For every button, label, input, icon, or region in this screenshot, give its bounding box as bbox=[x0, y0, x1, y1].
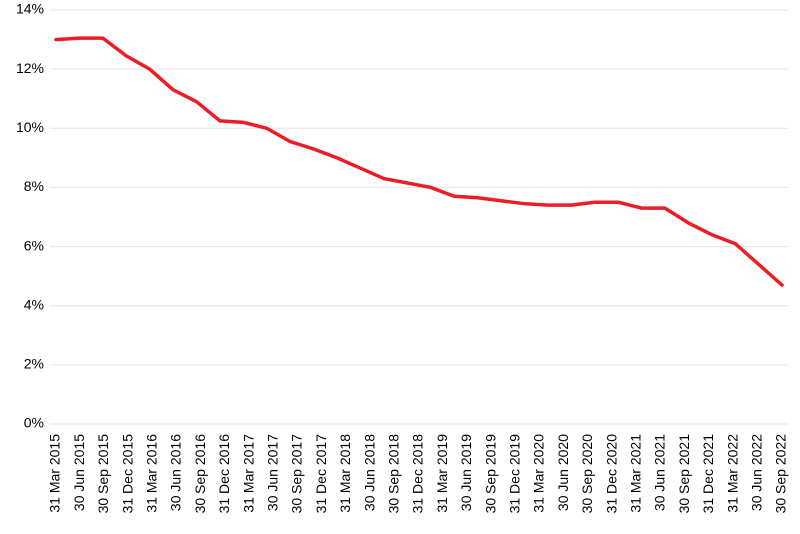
x-tick: 31 Mar 2018 bbox=[337, 434, 353, 513]
y-tick-label: 8% bbox=[24, 178, 44, 194]
x-tick: 30 Sep 2019 bbox=[482, 434, 498, 514]
x-tick-label: 31 Mar 2019 bbox=[434, 434, 450, 513]
x-tick: 30 Sep 2020 bbox=[579, 434, 595, 514]
x-tick-label: 31 Mar 2020 bbox=[531, 434, 547, 513]
x-tick-label: 30 Jun 2019 bbox=[458, 434, 474, 511]
x-tick-label: 30 Sep 2017 bbox=[289, 434, 305, 514]
x-tick-label: 31 Dec 2019 bbox=[507, 434, 523, 514]
y-tick-label: 10% bbox=[16, 119, 44, 135]
x-tick: 31 Mar 2015 bbox=[47, 434, 63, 513]
x-tick: 31 Mar 2022 bbox=[724, 434, 740, 513]
y-tick-label: 12% bbox=[16, 60, 44, 76]
x-tick-label: 31 Mar 2017 bbox=[240, 434, 256, 513]
x-tick-label: 30 Jun 2022 bbox=[749, 434, 765, 511]
x-tick-label: 31 Dec 2020 bbox=[603, 434, 619, 514]
x-tick-label: 31 Dec 2015 bbox=[119, 434, 135, 514]
y-tick: 4% bbox=[24, 296, 44, 312]
x-tick: 30 Jun 2020 bbox=[555, 434, 571, 511]
line-chart: 0% 2% 4% 6% 8% 10% 12% 14% 31 Mar 2015 30 Jun 201… bbox=[0, 0, 800, 534]
x-tick: 30 Jun 2018 bbox=[361, 434, 377, 511]
x-tick-label: 30 Sep 2022 bbox=[773, 434, 789, 514]
y-tick-label: 6% bbox=[24, 237, 44, 253]
x-tick: 30 Sep 2022 bbox=[773, 434, 789, 514]
x-tick-label: 30 Jun 2021 bbox=[652, 434, 668, 511]
x-tick-label: 30 Sep 2020 bbox=[579, 434, 595, 514]
x-tick-label: 30 Jun 2016 bbox=[168, 434, 184, 511]
x-tick: 30 Jun 2015 bbox=[71, 434, 87, 511]
x-tick: 31 Dec 2020 bbox=[603, 434, 619, 514]
y-tick: 8% bbox=[24, 178, 44, 194]
x-tick-label: 31 Mar 2021 bbox=[628, 434, 644, 513]
y-tick: 6% bbox=[24, 237, 44, 253]
y-tick-label: 0% bbox=[24, 415, 44, 431]
x-tick-label: 30 Jun 2015 bbox=[71, 434, 87, 511]
x-tick: 31 Mar 2020 bbox=[531, 434, 547, 513]
x-tick: 30 Sep 2017 bbox=[289, 434, 305, 514]
x-tick-label: 30 Jun 2020 bbox=[555, 434, 571, 511]
x-tick-label: 30 Sep 2016 bbox=[192, 434, 208, 514]
x-tick-label: 30 Sep 2019 bbox=[482, 434, 498, 514]
y-tick-label: 2% bbox=[24, 356, 44, 372]
x-tick-label: 31 Mar 2022 bbox=[724, 434, 740, 513]
x-tick: 31 Dec 2019 bbox=[507, 434, 523, 514]
y-tick: 10% bbox=[16, 119, 44, 135]
x-tick: 31 Mar 2016 bbox=[144, 434, 160, 513]
x-tick: 31 Mar 2017 bbox=[240, 434, 256, 513]
x-tick-label: 31 Dec 2021 bbox=[700, 434, 716, 514]
x-tick-label: 30 Jun 2018 bbox=[361, 434, 377, 511]
x-tick-label: 31 Mar 2015 bbox=[47, 434, 63, 513]
x-tick: 31 Mar 2021 bbox=[628, 434, 644, 513]
x-tick-label: 31 Dec 2018 bbox=[410, 434, 426, 514]
x-tick-label: 30 Sep 2018 bbox=[386, 434, 402, 514]
x-tick-label: 31 Dec 2017 bbox=[313, 434, 329, 514]
y-tick-label: 4% bbox=[24, 296, 44, 312]
x-tick-label: 30 Sep 2021 bbox=[676, 434, 692, 514]
x-tick-label: 30 Sep 2015 bbox=[95, 434, 111, 514]
x-tick: 30 Sep 2018 bbox=[386, 434, 402, 514]
x-tick: 31 Dec 2018 bbox=[410, 434, 426, 514]
series-line bbox=[56, 38, 782, 285]
x-tick: 30 Jun 2017 bbox=[265, 434, 281, 511]
x-tick-label: 31 Mar 2016 bbox=[144, 434, 160, 513]
x-tick: 30 Sep 2015 bbox=[95, 434, 111, 514]
x-tick: 30 Jun 2022 bbox=[749, 434, 765, 511]
x-tick: 31 Mar 2019 bbox=[434, 434, 450, 513]
y-tick: 0% bbox=[24, 415, 44, 431]
x-tick: 30 Jun 2019 bbox=[458, 434, 474, 511]
y-tick: 14% bbox=[16, 1, 44, 17]
x-tick: 30 Sep 2016 bbox=[192, 434, 208, 514]
y-tick-label: 14% bbox=[16, 1, 44, 17]
x-tick: 31 Dec 2015 bbox=[119, 434, 135, 514]
x-tick: 30 Sep 2021 bbox=[676, 434, 692, 514]
x-tick-label: 30 Jun 2017 bbox=[265, 434, 281, 511]
x-tick-label: 31 Dec 2016 bbox=[216, 434, 232, 514]
x-tick: 30 Jun 2021 bbox=[652, 434, 668, 511]
x-tick: 31 Dec 2016 bbox=[216, 434, 232, 514]
x-tick-label: 31 Mar 2018 bbox=[337, 434, 353, 513]
y-tick: 2% bbox=[24, 356, 44, 372]
x-tick: 31 Dec 2017 bbox=[313, 434, 329, 514]
y-tick: 12% bbox=[16, 60, 44, 76]
x-tick: 31 Dec 2021 bbox=[700, 434, 716, 514]
x-tick: 30 Jun 2016 bbox=[168, 434, 184, 511]
chart-svg: 0% 2% 4% 6% 8% 10% 12% 14% 31 Mar 2015 30 Jun 201… bbox=[0, 0, 800, 534]
